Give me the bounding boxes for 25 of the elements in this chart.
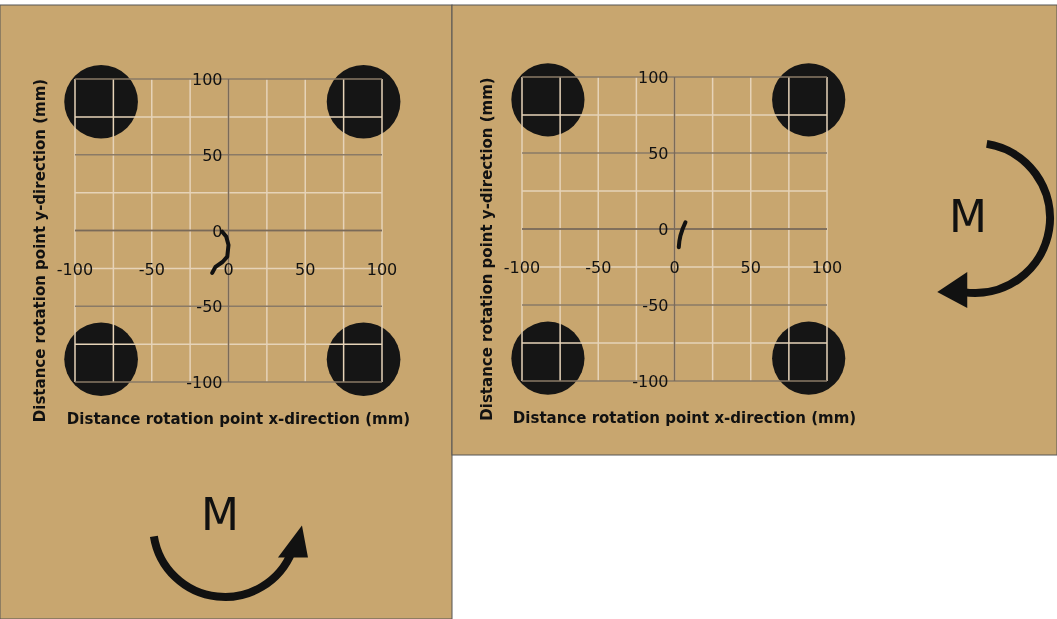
y-tick-label: 0 — [212, 221, 223, 241]
x-tick-label: 100 — [811, 258, 843, 277]
y-axis-title: Distance rotation point y-direction (mm) — [31, 78, 49, 423]
x-tick-label: 100 — [366, 259, 398, 279]
line-series — [676, 220, 688, 250]
y-tick-label: 50 — [648, 144, 669, 163]
y-tick-label: 50 — [202, 145, 223, 165]
y-tick-label: -50 — [642, 296, 669, 315]
y-tick-label: 100 — [191, 70, 223, 89]
x-tick-label: -50 — [585, 258, 612, 277]
x-tick-label: -100 — [503, 258, 541, 277]
x-axis-title: Distance rotation point x-direction (mm) — [512, 409, 857, 427]
x-tick-label: 50 — [740, 258, 761, 277]
x-tick-label: 50 — [295, 259, 316, 279]
x-tick-label: -100 — [56, 259, 94, 279]
y-axis-title: Distance rotation point y-direction (mm) — [478, 77, 496, 421]
x-axis-title: Distance rotation point x-direction (mm) — [66, 410, 411, 428]
y-tick-label: -100 — [186, 373, 223, 392]
y-tick-label: -100 — [632, 372, 669, 391]
text: M — [949, 191, 987, 242]
y-tick-label: -50 — [196, 297, 223, 317]
y-tick-label: 0 — [658, 220, 669, 239]
text: M — [201, 489, 239, 540]
x-tick-label: -50 — [138, 259, 165, 279]
y-tick-label: 100 — [637, 68, 669, 87]
